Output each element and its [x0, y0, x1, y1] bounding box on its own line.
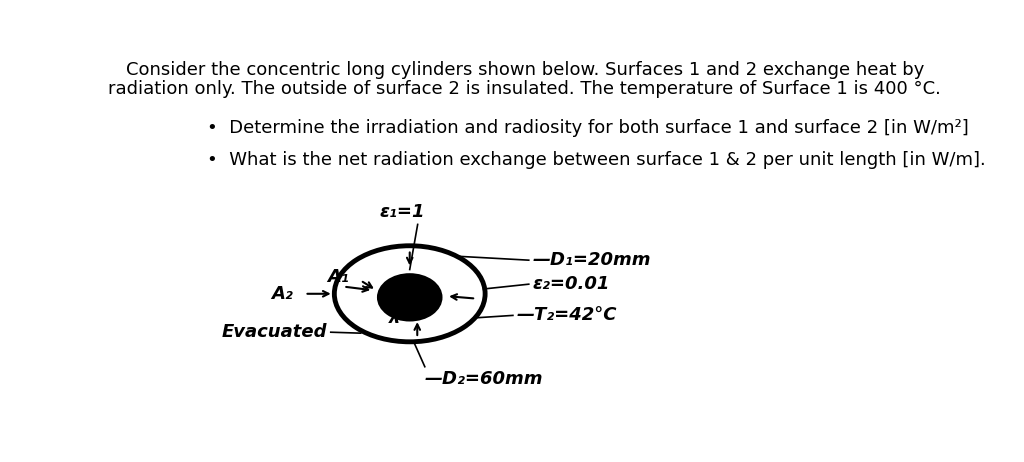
Text: ε₁=1: ε₁=1 — [379, 203, 425, 221]
Text: ε₂=0.01: ε₂=0.01 — [532, 275, 610, 293]
Text: A₂: A₂ — [271, 285, 293, 303]
Ellipse shape — [378, 274, 441, 321]
Text: Evacuated: Evacuated — [221, 323, 327, 341]
Text: •  What is the net radiation exchange between surface 1 & 2 per unit length [in : • What is the net radiation exchange bet… — [207, 152, 986, 170]
Text: radiation only. The outside of surface 2 is insulated. The temperature of Surfac: radiation only. The outside of surface 2… — [109, 80, 941, 98]
Text: —D₂=60mm: —D₂=60mm — [425, 370, 544, 388]
Ellipse shape — [334, 246, 485, 342]
Text: λ: λ — [389, 309, 400, 327]
Text: —T₂=42°C: —T₂=42°C — [517, 306, 617, 324]
Text: A₁: A₁ — [327, 268, 348, 286]
Text: Consider the concentric long cylinders shown below. Surfaces 1 and 2 exchange he: Consider the concentric long cylinders s… — [126, 61, 924, 79]
Text: •  Determine the irradiation and radiosity for both surface 1 and surface 2 [in : • Determine the irradiation and radiosit… — [207, 120, 969, 138]
Text: —D₁=20mm: —D₁=20mm — [532, 251, 651, 269]
